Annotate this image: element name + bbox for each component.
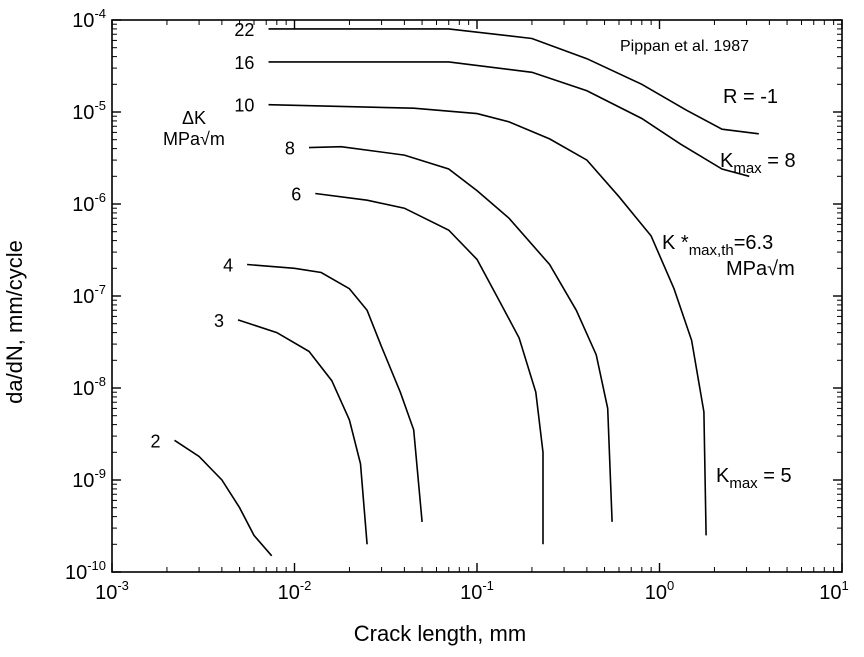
curve-dk-3 <box>237 319 368 545</box>
x-tick-label: 10-2 <box>278 578 312 604</box>
x-tick-label: 10-1 <box>460 578 494 604</box>
kmax-8-annotation: Kmax = 8 <box>720 150 796 177</box>
x-tick-label: 10-3 <box>95 578 129 604</box>
kstar-unit-annotation: MPa√m <box>726 258 795 280</box>
x-tick-label: 100 <box>645 578 674 604</box>
r-ratio-annotation: R = -1 <box>723 86 778 108</box>
curve-dk-22 <box>268 28 759 135</box>
curve-dk-2 <box>174 439 273 557</box>
curve-dk-8 <box>308 145 613 522</box>
legend-header-delta-k: ΔK <box>182 108 206 128</box>
y-tick-label: 10-5 <box>72 98 106 124</box>
y-tick-label: 10-8 <box>72 374 106 400</box>
legend-header-unit: MPa√m <box>163 129 225 149</box>
kstar-threshold-annotation: K *max,th=6.3 <box>662 232 773 259</box>
curves <box>174 28 759 557</box>
curve-label-22: 22 <box>234 20 254 40</box>
y-axis-label: da/dN, mm/cycle <box>2 240 27 404</box>
curve-label-4: 4 <box>223 255 233 275</box>
x-tick-label: 101 <box>819 578 848 604</box>
curve-dk-4 <box>247 263 423 522</box>
y-tick-label: 10-7 <box>72 282 106 308</box>
y-axis-ticks: 10-4 10-5 10-6 10-7 10-8 10-9 10-10 <box>65 6 842 584</box>
curve-dk-16 <box>268 61 750 178</box>
curve-label-16: 16 <box>234 53 254 73</box>
source-annotation: Pippan et al. 1987 <box>620 38 749 55</box>
curve-label-8: 8 <box>285 139 295 159</box>
curve-labels: 22 16 10 8 6 4 3 2 <box>150 20 301 451</box>
y-tick-label: 10-9 <box>72 466 106 492</box>
curve-label-3: 3 <box>214 311 224 331</box>
y-tick-label: 10-4 <box>72 6 106 32</box>
x-axis-label: Crack length, mm <box>354 621 526 646</box>
y-tick-label: 10-6 <box>72 190 106 216</box>
curve-label-10: 10 <box>234 96 254 116</box>
kmax-5-annotation: Kmax = 5 <box>716 465 792 492</box>
curve-dk-10 <box>268 103 707 536</box>
x-axis-ticks: 10-3 10-2 10-1 100 101 <box>95 20 849 604</box>
curve-dk-6 <box>315 192 544 545</box>
curve-label-2: 2 <box>150 431 160 451</box>
curve-label-6: 6 <box>291 185 301 205</box>
y-tick-label: 10-10 <box>65 558 106 584</box>
